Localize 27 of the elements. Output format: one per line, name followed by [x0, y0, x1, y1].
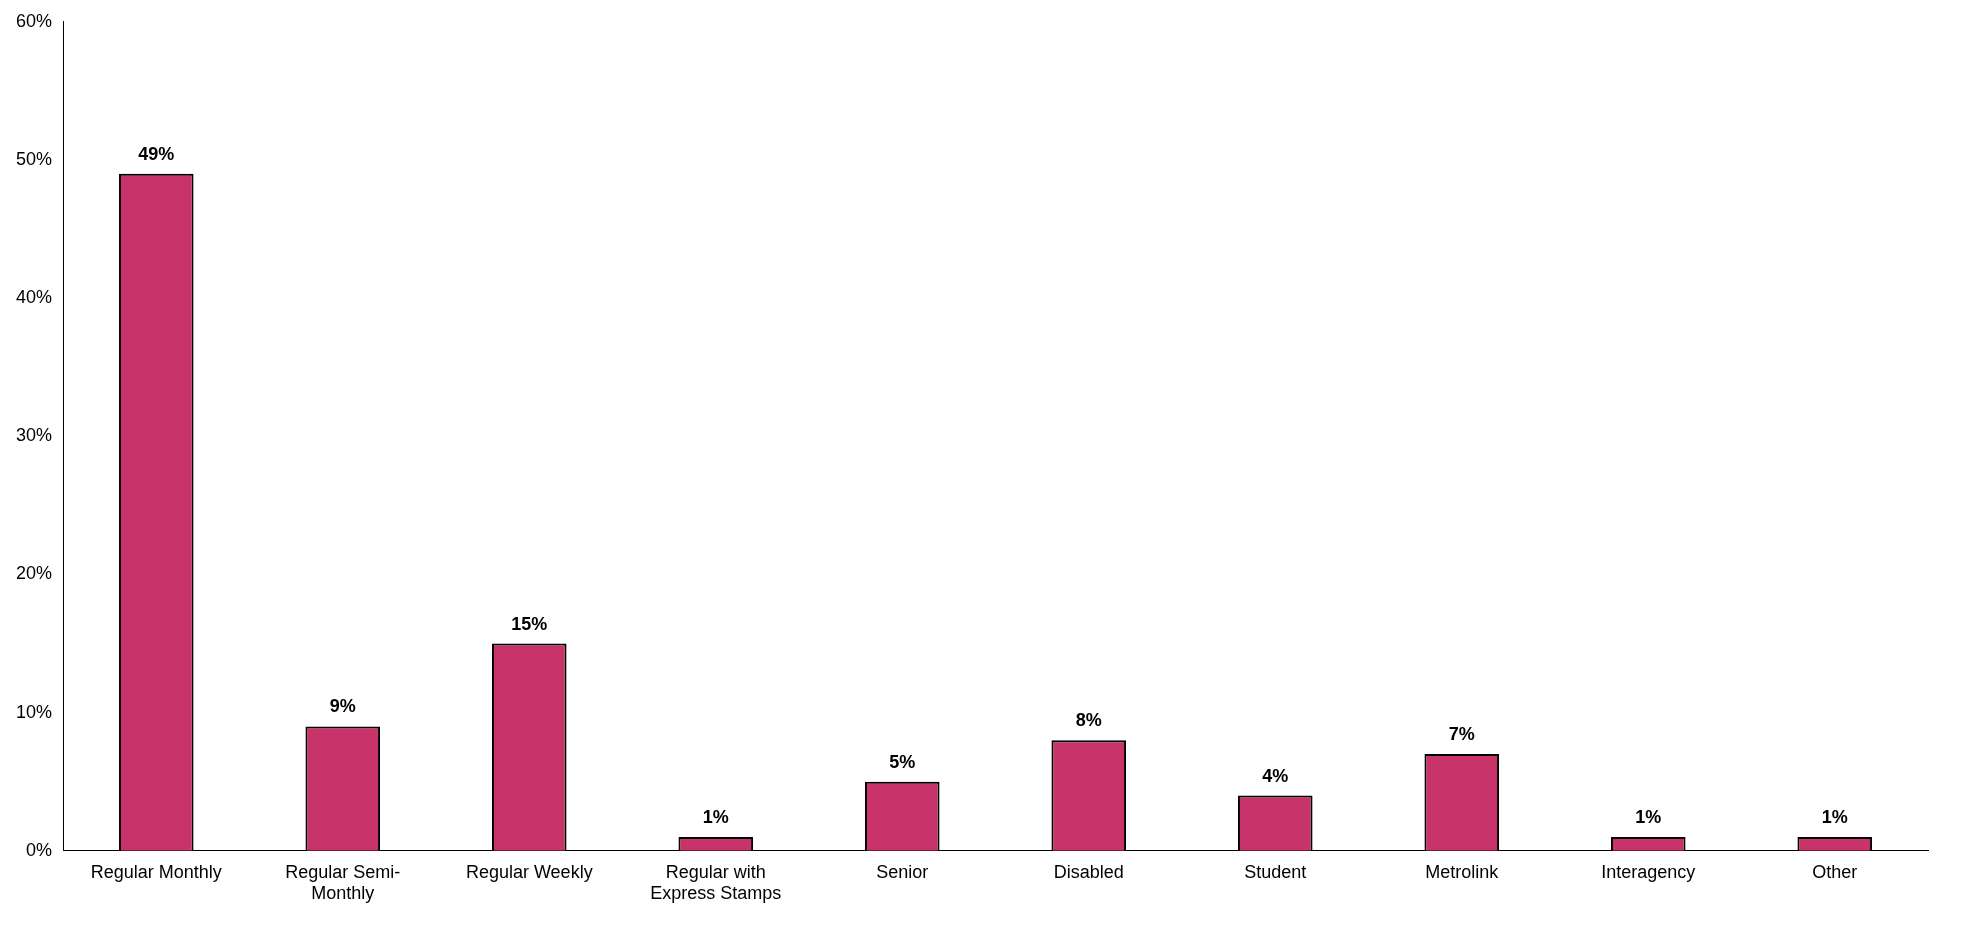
- x-tick-label: Regular Monthly: [90, 861, 222, 882]
- x-tick-label: Regular with Express Stamps: [650, 861, 782, 904]
- y-tick-label: 0%: [26, 839, 53, 860]
- x-tick-label: Disabled: [1053, 861, 1124, 882]
- y-tick-label: 50%: [16, 148, 53, 169]
- data-label: 8%: [1075, 710, 1102, 731]
- y-tick-label: 20%: [16, 563, 53, 584]
- x-tick-label: Regular Semi-Monthly: [285, 861, 401, 904]
- x-tick-label: Other: [1812, 861, 1858, 882]
- data-label: 15%: [511, 613, 548, 634]
- x-tick-label: Senior: [876, 861, 929, 882]
- y-tick-label: 40%: [16, 287, 53, 308]
- y-tick-label: 30%: [16, 425, 53, 446]
- y-tick-label: 10%: [16, 701, 53, 722]
- y-tick-label: 60%: [16, 10, 53, 31]
- x-tick-label: Student: [1244, 861, 1307, 882]
- data-label: 1%: [1635, 806, 1662, 827]
- x-tick-label: Interagency: [1601, 861, 1696, 882]
- x-tick-label: Regular Weekly: [465, 861, 593, 882]
- data-label: 49%: [138, 143, 175, 164]
- data-label: 5%: [889, 751, 916, 772]
- data-label: 7%: [1448, 724, 1475, 745]
- data-label: 9%: [329, 696, 356, 717]
- data-label: 1%: [702, 806, 729, 827]
- data-label: 1%: [1821, 806, 1848, 827]
- x-tick-label: Metrolink: [1425, 861, 1500, 882]
- data-label: 4%: [1262, 765, 1289, 786]
